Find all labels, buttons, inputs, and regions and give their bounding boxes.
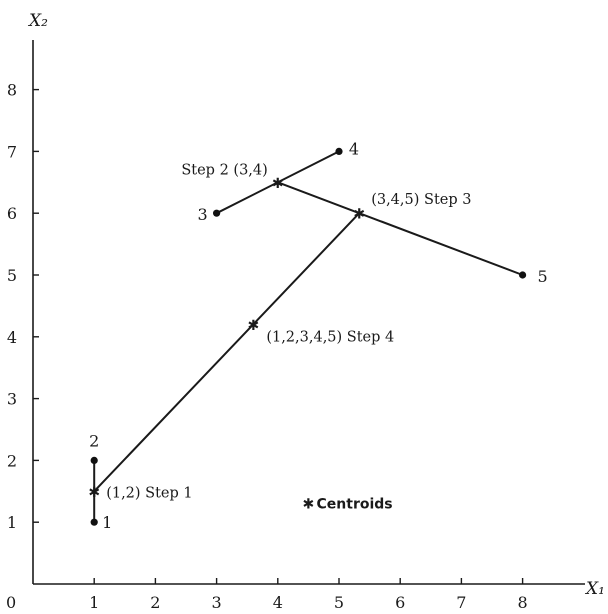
- data-point-1: [90, 518, 98, 526]
- origin-label: 0: [6, 593, 16, 612]
- y-tick-label: 1: [7, 513, 17, 532]
- centroid-marker-icon: ✱: [353, 207, 365, 223]
- centroid-annotation: (3,4,5) Step 3: [371, 192, 471, 208]
- centroid-marker-icon: ✱: [88, 485, 100, 501]
- centroid-marker-icon: ✱: [272, 176, 284, 192]
- legend-label: Centroids: [317, 497, 393, 513]
- x-tick-label: 8: [518, 593, 528, 612]
- y-tick-label: 8: [7, 81, 17, 100]
- link-segment: [93, 212, 361, 493]
- centroid-annotation: (1,2) Step 1: [106, 485, 192, 501]
- legend: ✱ Centroids: [303, 497, 393, 513]
- x-tick-label: 3: [212, 593, 222, 612]
- centroid-annotation: Step 2 (3,4): [181, 162, 267, 178]
- x-axis-title: X₁: [584, 579, 605, 599]
- centroid-annotation: (1,2,3,4,5) Step 4: [266, 329, 394, 345]
- data-point-3: [213, 209, 221, 217]
- data-point-2: [90, 456, 98, 464]
- axes-layer: X₂ X₁ 0: [6, 11, 605, 612]
- y-tick-label: 7: [7, 142, 17, 161]
- data-point-label: 2: [89, 431, 99, 450]
- x-tick-label: 6: [395, 593, 405, 612]
- data-point-label: 4: [349, 139, 359, 158]
- y-tick-label: 4: [7, 328, 17, 347]
- data-point-label: 3: [198, 205, 208, 224]
- data-point-5: [519, 271, 527, 279]
- x-tick-label: 5: [334, 593, 344, 612]
- links-layer: [93, 150, 524, 524]
- y-tick-label: 3: [7, 390, 17, 409]
- y-tick-label: 5: [7, 266, 17, 285]
- link-segment: [276, 181, 524, 276]
- ticks-layer: 1 2 3 4 5 6 7 8 1 2 3 4 5 6 7 8: [7, 81, 528, 612]
- x-tick-label: 2: [150, 593, 160, 612]
- centroid-marker-icon: ✱: [247, 318, 259, 334]
- y-tick-label: 2: [7, 451, 17, 470]
- points-layer: 1 2 3 4 5: [89, 139, 548, 532]
- data-point-4: [335, 147, 343, 155]
- x-tick-label: 4: [273, 593, 283, 612]
- data-point-label: 5: [538, 267, 548, 286]
- data-point-label: 1: [102, 513, 112, 532]
- x-tick-label: 7: [456, 593, 466, 612]
- centroids-layer: ✱ (1,2) Step 1 ✱ Step 2 (3,4) ✱ (3,4,5) Step …: [88, 162, 471, 501]
- y-tick-label: 6: [7, 204, 17, 223]
- y-axis-title: X₂: [27, 11, 48, 31]
- x-tick-label: 1: [89, 593, 99, 612]
- legend-centroid-icon: ✱: [303, 497, 315, 513]
